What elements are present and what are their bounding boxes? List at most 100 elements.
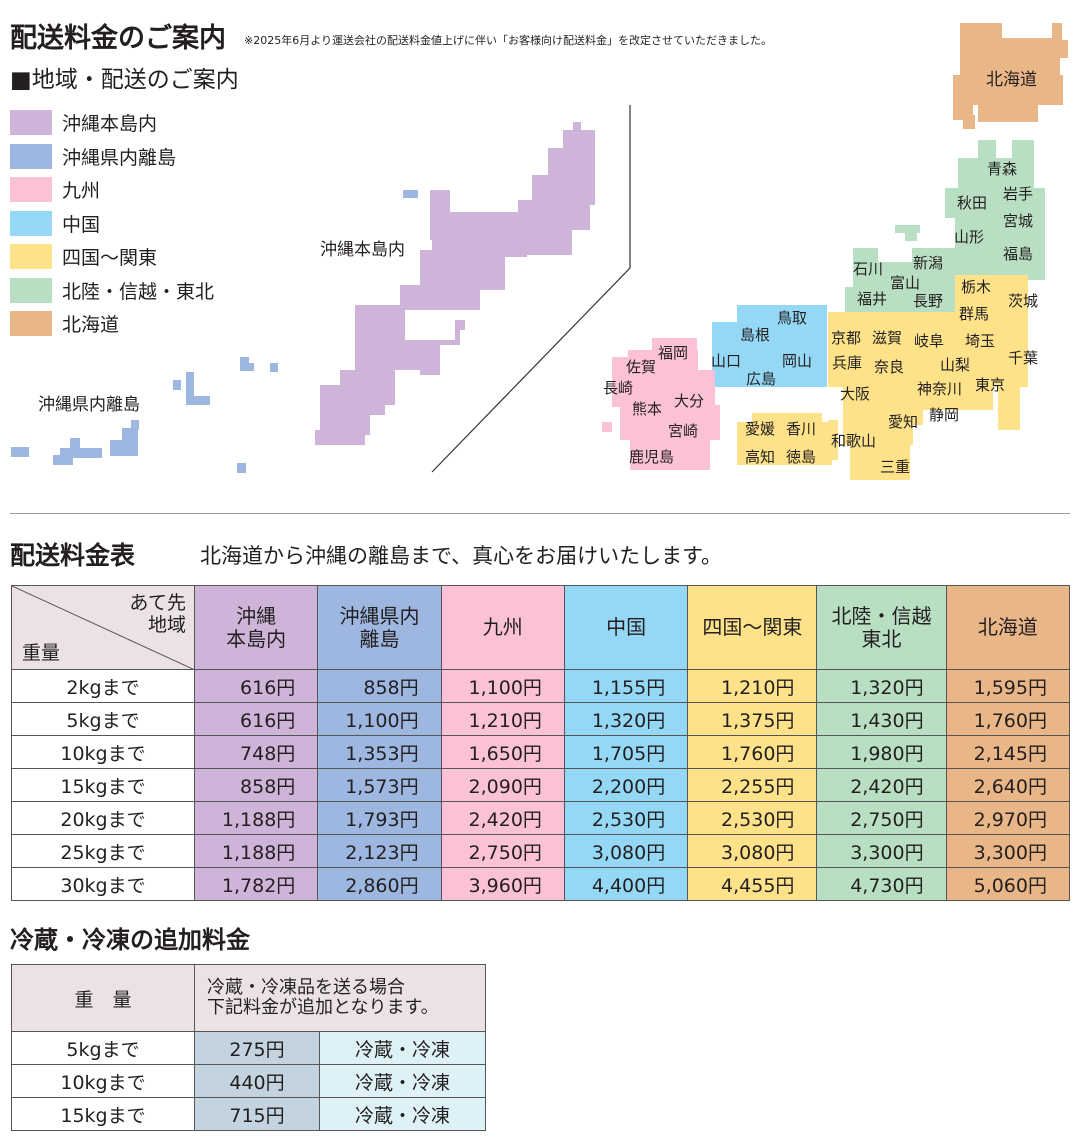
price-cell: 858円 [193, 768, 319, 802]
map-label-niigata: 新潟 [913, 254, 944, 272]
table-row: 20kgまで 1,188円 1,793円 2,420円 2,530円 2,530… [11, 801, 1071, 835]
map-label-tokyo: 東京 [975, 376, 1006, 394]
weight-cell: 25kgまで [11, 834, 195, 868]
map-label-shimane: 島根 [740, 326, 771, 344]
destination-region-label: あて先 地域 [129, 592, 186, 636]
map-label-kochi: 高知 [745, 448, 776, 466]
color-swatch [10, 277, 52, 303]
map-label-kanagawa: 神奈川 [917, 380, 963, 398]
price-cell: 1,210円 [440, 702, 565, 736]
map-label-gifu: 岐阜 [914, 332, 945, 350]
map-label-osaka: 大阪 [840, 385, 871, 403]
column-header-chugoku: 中国 [563, 585, 689, 670]
legend-label: 九州 [62, 180, 101, 203]
chugoku-shape [712, 305, 827, 387]
color-swatch [10, 110, 52, 136]
map-label-kyoto: 京都 [831, 329, 862, 347]
surcharge-price-cell: 715円 [194, 1097, 320, 1131]
surcharge-type-cell: 冷蔵・冷凍 [319, 1097, 486, 1131]
color-swatch [10, 210, 52, 236]
price-cell: 3,300円 [816, 834, 947, 868]
price-cell: 1,100円 [440, 669, 565, 703]
price-cell: 616円 [193, 669, 319, 703]
map-label-gunma: 群馬 [959, 305, 990, 323]
surcharge-note-cell: 冷蔵・冷凍品を送る場合 下記料金が追加となります。 [194, 964, 486, 1032]
section-divider [10, 513, 1070, 514]
legend-item-chugoku: 中国 [10, 207, 214, 241]
table-row: 15kgまで 858円 1,573円 2,090円 2,200円 2,255円 … [11, 768, 1071, 802]
rate-table-header-row: あて先 地域 重量 沖縄 本島内 沖縄県内 離島 九州 中国 四国〜関東 北陸・信越… [11, 585, 1071, 670]
price-cell: 3,080円 [687, 834, 818, 868]
price-cell: 5,060円 [945, 867, 1071, 901]
price-cell: 1,595円 [945, 669, 1071, 703]
map-label-tottori: 鳥取 [777, 309, 808, 327]
map-label-ibaraki: 茨城 [1008, 292, 1039, 310]
legend-item-hokkaido: 北海道 [10, 307, 214, 341]
price-cell: 1,760円 [687, 735, 818, 769]
map-label-aichi: 愛知 [888, 413, 919, 431]
surcharge-price-cell: 440円 [194, 1064, 320, 1098]
map-label-saitama: 埼玉 [965, 332, 996, 350]
price-cell: 2,970円 [945, 801, 1071, 835]
price-cell: 2,640円 [945, 768, 1071, 802]
price-cell: 2,530円 [687, 801, 818, 835]
price-cell: 1,188円 [193, 801, 319, 835]
legend-label: 北陸・信越・東北 [62, 280, 215, 303]
color-swatch [10, 311, 52, 337]
weight-axis-label: 重量 [22, 642, 61, 664]
surcharge-type-cell: 冷蔵・冷凍 [319, 1064, 486, 1098]
map-label-okayama: 岡山 [782, 352, 813, 370]
legend-label: 北海道 [62, 314, 120, 337]
price-cell: 1,353円 [317, 735, 442, 769]
price-cell: 1,980円 [816, 735, 947, 769]
weight-cell: 15kgまで [11, 768, 195, 802]
price-cell: 1,320円 [563, 702, 689, 736]
map-label-oita: 大分 [674, 392, 705, 410]
table-row: 15kgまで 715円 冷蔵・冷凍 [11, 1097, 486, 1131]
map-label-kumamoto: 熊本 [632, 400, 663, 418]
column-header-kyushu: 九州 [440, 585, 565, 670]
price-cell: 3,080円 [563, 834, 689, 868]
price-cell: 1,320円 [816, 669, 947, 703]
surcharge-price-cell: 275円 [194, 1031, 320, 1065]
okinawa-islands-shape [11, 190, 418, 473]
cool-surcharge-table: 重 量 冷蔵・冷凍品を送る場合 下記料金が追加となります。 5kgまで 275円… [11, 964, 486, 1131]
color-swatch [10, 244, 52, 270]
page-title: 配送料金のご案内 [10, 23, 226, 54]
weight-cell: 10kgまで [11, 1064, 195, 1098]
weight-cell: 15kgまで [11, 1097, 195, 1131]
price-cell: 3,300円 [945, 834, 1071, 868]
price-cell: 2,123円 [317, 834, 442, 868]
price-cell: 2,090円 [440, 768, 565, 802]
price-cell: 1,430円 [816, 702, 947, 736]
map-label-wakayama: 和歌山 [831, 432, 877, 450]
column-header-okinawa-islands: 沖縄県内 離島 [317, 585, 442, 670]
price-cell: 1,188円 [193, 834, 319, 868]
hokkaido-shape [953, 23, 1068, 129]
diagonal-line [12, 586, 195, 670]
legend-item-shikoku-kanto: 四国〜関東 [10, 240, 214, 274]
weight-cell: 30kgまで [11, 867, 195, 901]
map-label-nagano: 長野 [913, 292, 944, 310]
price-cell: 2,860円 [317, 867, 442, 901]
map-label-kagawa: 香川 [786, 420, 817, 438]
legend-item-okinawa-islands: 沖縄県内離島 [10, 140, 214, 174]
price-cell: 616円 [193, 702, 319, 736]
weight-cell: 5kgまで [11, 1031, 195, 1065]
price-cell: 2,420円 [440, 801, 565, 835]
region-map [11, 23, 1068, 480]
hokuriku-tohoku-shape [845, 140, 1045, 312]
map-label-iwate: 岩手 [1003, 185, 1034, 203]
map-label-tochigi: 栃木 [961, 278, 992, 296]
weight-cell: 20kgまで [11, 801, 195, 835]
price-revision-notice: ※2025年6月より運送会社の配送料金値上げに伴い「お客様向け配送料金」を改定さ… [244, 34, 772, 47]
map-label-toyama: 富山 [890, 274, 921, 292]
legend-item-hokuriku-tohoku: 北陸・信越・東北 [10, 274, 214, 308]
map-label-yamagata: 山形 [954, 228, 985, 246]
price-cell: 4,400円 [563, 867, 689, 901]
column-header-hokuriku-tohoku: 北陸・信越 東北 [816, 585, 947, 670]
color-swatch [10, 143, 52, 169]
kyushu-shape [602, 338, 720, 470]
map-label-fukushima: 福島 [1003, 245, 1034, 263]
legend-label: 沖縄本島内 [62, 113, 158, 136]
